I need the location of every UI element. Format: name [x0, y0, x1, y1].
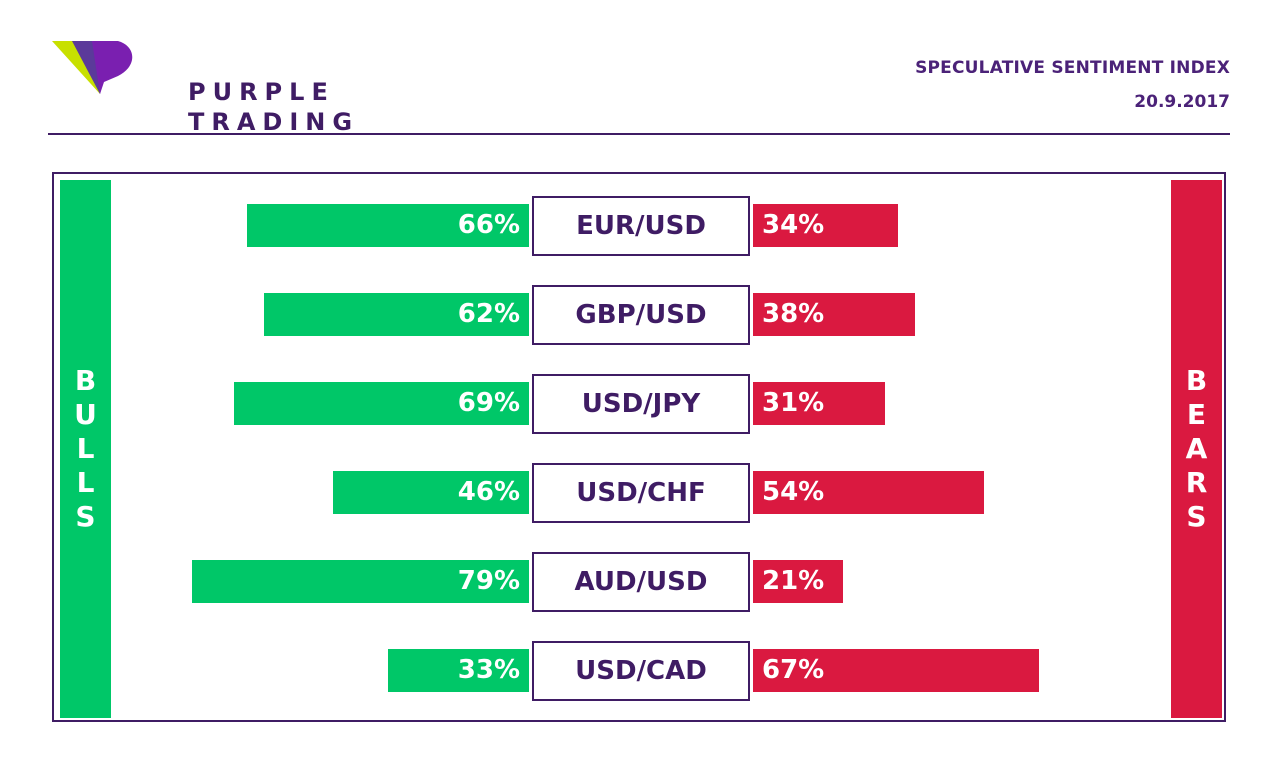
bull-bar: 46%: [333, 471, 529, 514]
currency-pair-label: EUR/USD: [532, 196, 750, 256]
brand-logo: PURPLE TRADING: [52, 38, 352, 134]
brand-name-line-2: TRADING: [188, 108, 360, 136]
brand-logo-mark: [52, 41, 133, 94]
bull-bar: 66%: [247, 204, 529, 247]
bears-label: BEARS: [1185, 364, 1208, 533]
currency-pair-label: USD/JPY: [532, 374, 750, 434]
sentiment-row: 69% USD/JPY 31%: [0, 374, 1280, 434]
brand-name-line-1: PURPLE: [188, 78, 335, 106]
bull-bar: 33%: [388, 649, 529, 692]
bear-bar: 34%: [753, 204, 898, 247]
bear-bar: 31%: [753, 382, 885, 425]
bear-bar: 21%: [753, 560, 843, 603]
bear-bar: 38%: [753, 293, 915, 336]
currency-pair-label: GBP/USD: [532, 285, 750, 345]
bear-bar: 54%: [753, 471, 984, 514]
chart-frame: [52, 172, 1226, 722]
header-divider: [48, 133, 1230, 135]
bull-bar: 62%: [264, 293, 529, 336]
sentiment-row: 79% AUD/USD 21%: [0, 552, 1280, 612]
sentiment-row: 46% USD/CHF 54%: [0, 463, 1280, 523]
bulls-side-bar: BULLS: [60, 180, 111, 718]
bull-bar: 69%: [234, 382, 529, 425]
report-date: 20.9.2017: [1134, 92, 1230, 112]
bears-side-bar: BEARS: [1171, 180, 1222, 718]
sentiment-row: 66% EUR/USD 34%: [0, 196, 1280, 256]
currency-pair-label: USD/CHF: [532, 463, 750, 523]
bull-bar: 79%: [192, 560, 529, 603]
bulls-label: BULLS: [74, 364, 97, 533]
bear-bar: 67%: [753, 649, 1039, 692]
sentiment-row: 33% USD/CAD 67%: [0, 641, 1280, 701]
sentiment-row: 62% GBP/USD 38%: [0, 285, 1280, 345]
currency-pair-label: USD/CAD: [532, 641, 750, 701]
currency-pair-label: AUD/USD: [532, 552, 750, 612]
report-title: SPECULATIVE SENTIMENT INDEX: [915, 58, 1230, 78]
